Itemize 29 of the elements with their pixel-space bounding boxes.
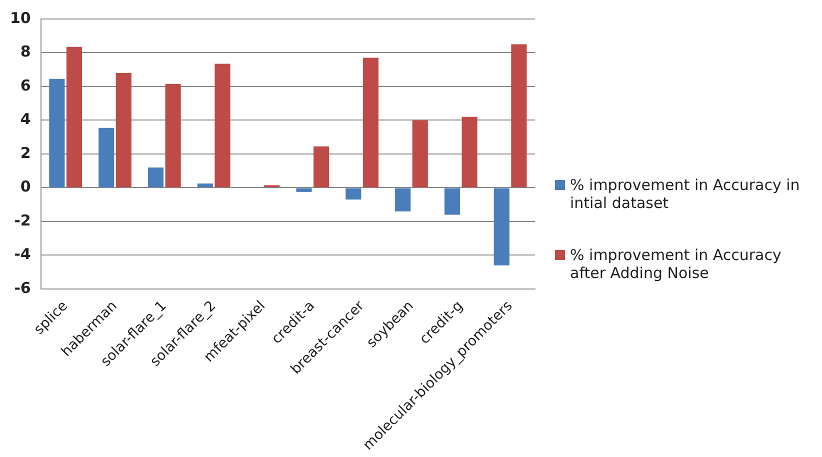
legend-label: % improvement in Accuracy after Adding Noise	[570, 246, 782, 282]
bar	[296, 188, 312, 192]
y-tick-label: 10	[10, 8, 31, 27]
bar	[49, 78, 65, 188]
bar	[395, 188, 411, 212]
bar	[494, 188, 510, 266]
bar	[214, 64, 230, 188]
bar	[148, 167, 164, 188]
y-tick-label: -6	[14, 278, 31, 297]
y-tick-label: 8	[20, 42, 31, 61]
y-tick-label: -4	[14, 245, 31, 264]
bar	[98, 128, 114, 188]
bar	[346, 188, 362, 200]
y-tick-label: 6	[20, 76, 31, 94]
y-tick-label: 0	[20, 178, 31, 196]
bar	[197, 184, 213, 188]
bar	[116, 72, 132, 188]
bar	[444, 188, 460, 215]
bar	[165, 84, 181, 188]
legend-label: % improvement in Accuracy in intial dataset	[570, 176, 801, 212]
y-tick-label: 4	[20, 110, 31, 128]
y-tick-label: -2	[14, 211, 31, 230]
bar	[412, 120, 428, 188]
bar	[66, 46, 82, 188]
bar	[462, 116, 478, 188]
bar	[314, 146, 330, 188]
y-tick-label: 2	[20, 144, 31, 162]
bar	[511, 44, 527, 188]
bar	[362, 58, 378, 188]
